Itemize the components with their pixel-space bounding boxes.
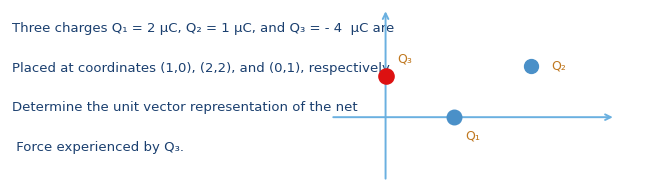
Point xyxy=(526,65,537,68)
Text: Q₃: Q₃ xyxy=(397,52,412,65)
Text: Force experienced by Q₃.: Force experienced by Q₃. xyxy=(12,141,183,154)
Text: Q₁: Q₁ xyxy=(465,130,480,143)
Text: Placed at coordinates (1,0), (2,2), and (0,1), respectively.: Placed at coordinates (1,0), (2,2), and … xyxy=(12,62,392,74)
Point xyxy=(380,74,391,77)
Text: Determine the unit vector representation of the net: Determine the unit vector representation… xyxy=(12,101,357,114)
Text: Three charges Q₁ = 2 μC, Q₂ = 1 μC, and Q₃ = - 4  μC are: Three charges Q₁ = 2 μC, Q₂ = 1 μC, and … xyxy=(12,22,394,35)
Text: Q₂: Q₂ xyxy=(551,60,566,73)
Point xyxy=(448,116,459,119)
